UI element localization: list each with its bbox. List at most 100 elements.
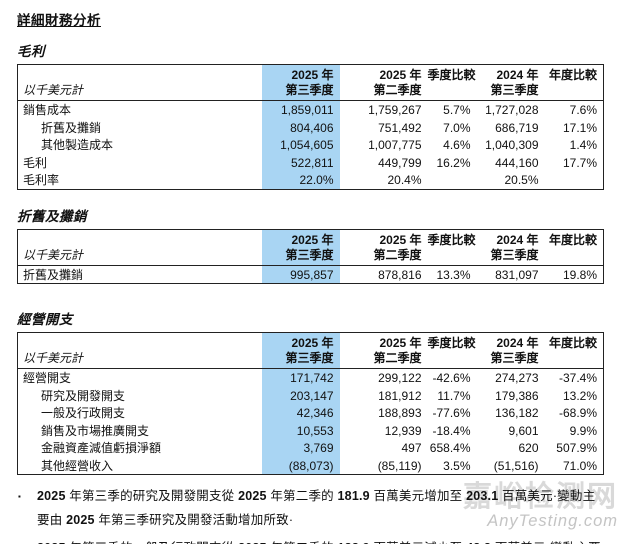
cell-value: 658.4% bbox=[429, 441, 471, 455]
row-label: 其他經營收入 bbox=[41, 458, 114, 473]
operating-expenses-table: 以千美元計 2025 年第三季度 2025 年第二季度 季度比較 2024 年第… bbox=[17, 332, 604, 475]
row-label: 金融資產減值虧損淨額 bbox=[41, 441, 162, 455]
cell-value: 1,759,267 bbox=[368, 103, 422, 117]
table-row: 金融資產減值虧損淨額 3,769 497 658.4% 620 507.9% bbox=[18, 439, 604, 457]
row-label: 銷售成本 bbox=[23, 103, 72, 117]
cell-value: 878,816 bbox=[378, 267, 422, 282]
col-header-2025-q3: 2025 年第三季度 bbox=[261, 229, 340, 266]
section-operating-expenses: 經營開支 以千美元計 2025 年第三季度 2025 年第二季度 季度比較 20… bbox=[17, 308, 604, 475]
cell-value: 20.5% bbox=[504, 173, 539, 187]
table-row: 一般及行政開支 42,346 188,893 -77.6% 136,182 -68.9% bbox=[18, 404, 604, 422]
cell-value: 522,811 bbox=[291, 155, 334, 170]
section-heading-gross-profit: 毛利 bbox=[17, 44, 45, 59]
cell-value: 3,769 bbox=[303, 441, 334, 455]
col-header-2024-q3: 2024 年第三季度 bbox=[476, 229, 545, 266]
cell-value: -68.9% bbox=[558, 406, 597, 420]
table-header-row: 以千美元計 2025 年第三季度 2025 年第二季度 季度比較 2024 年第… bbox=[17, 64, 604, 101]
cell-value: 1,054,605 bbox=[280, 138, 334, 152]
table-row: 經營開支 171,742 299,122 -42.6% 274,273 -37.4% bbox=[18, 369, 604, 387]
col-header-yoy: 年度比較 bbox=[544, 64, 604, 101]
table-row: 其他經營收入 (88,073) (85,119) 3.5% (51,516) 71.0% bbox=[18, 457, 604, 475]
cell-value: 449,799 bbox=[378, 155, 422, 170]
row-label: 折舊及攤銷 bbox=[41, 120, 102, 135]
row-label: 毛利 bbox=[23, 155, 48, 170]
cell-value: 12,939 bbox=[384, 423, 422, 438]
table-row: 毛利率 22.0% 20.4% 20.5% bbox=[18, 171, 604, 189]
row-label: 毛利率 bbox=[23, 173, 60, 187]
cell-value: 4.6% bbox=[443, 138, 471, 152]
bullet-item: ▪ 2025 年第三季的研究及開發開支從 2025 年第二季的 181.9 百萬美… bbox=[18, 484, 603, 532]
cell-value: 17.7% bbox=[562, 155, 597, 170]
table-row: 銷售成本 1,859,011 1,759,267 5.7% 1,727,028 7.6% bbox=[18, 101, 604, 119]
table-row: 折舊及攤銷 804,406 751,492 7.0% 686,719 17.1% bbox=[18, 119, 604, 137]
cell-value: 181,912 bbox=[378, 388, 422, 403]
cell-value: 751,492 bbox=[378, 120, 422, 135]
section-depreciation-amortization: 折舊及攤銷 以千美元計 2025 年第三季度 2025 年第二季度 季度比較 2… bbox=[17, 205, 604, 284]
cell-value: 444,160 bbox=[495, 155, 539, 170]
commentary-bullets: ▪ 2025 年第三季的研究及開發開支從 2025 年第二季的 181.9 百萬美… bbox=[17, 484, 603, 544]
col-header-2025-q2: 2025 年第二季度 bbox=[339, 332, 428, 369]
cell-value: 7.6% bbox=[569, 103, 597, 117]
cell-value bbox=[545, 171, 604, 189]
cell-value: 42,346 bbox=[296, 406, 334, 420]
unit-label: 以千美元計 bbox=[17, 229, 262, 266]
col-header-qoq: 季度比較 bbox=[427, 229, 477, 266]
section-heading-depreciation: 折舊及攤銷 bbox=[17, 208, 87, 224]
cell-value: -37.4% bbox=[558, 371, 597, 385]
table-row: 毛利 522,811 449,799 16.2% 444,160 17.7% bbox=[18, 154, 604, 172]
cell-value: 13.2% bbox=[562, 388, 597, 403]
unit-label: 以千美元計 bbox=[17, 332, 262, 369]
cell-value: 497 bbox=[401, 441, 422, 455]
cell-value: 5.7% bbox=[443, 103, 471, 117]
cell-value: 136,182 bbox=[495, 406, 539, 420]
table-row: 研究及開發開支 203,147 181,912 11.7% 179,386 13.2% bbox=[18, 387, 604, 405]
col-header-2025-q3: 2025 年第三季度 bbox=[261, 64, 340, 101]
cell-value: 19.8% bbox=[562, 267, 597, 282]
cell-value: 22.0% bbox=[299, 173, 334, 187]
bullet-text: 2025 年第三季的研究及開發開支從 2025 年第二季的 181.9 百萬美元… bbox=[37, 489, 596, 527]
cell-value: 1.4% bbox=[569, 138, 597, 152]
cell-value: 10,553 bbox=[296, 423, 334, 438]
table-header-row: 以千美元計 2025 年第三季度 2025 年第二季度 季度比較 2024 年第… bbox=[17, 332, 604, 369]
table-row: 銷售及市場推廣開支 10,553 12,939 -18.4% 9,601 9.9% bbox=[18, 422, 604, 440]
col-header-2025-q2: 2025 年第二季度 bbox=[339, 64, 428, 101]
table-header-row: 以千美元計 2025 年第三季度 2025 年第二季度 季度比較 2024 年第… bbox=[17, 229, 604, 266]
cell-value: 3.5% bbox=[443, 458, 471, 473]
cell-value: (88,073) bbox=[288, 458, 334, 473]
cell-value: 17.1% bbox=[562, 120, 597, 135]
col-header-qoq: 季度比較 bbox=[427, 332, 477, 369]
row-label: 研究及開發開支 bbox=[41, 388, 126, 403]
cell-value: -77.6% bbox=[432, 406, 471, 420]
gross-profit-table: 以千美元計 2025 年第三季度 2025 年第二季度 季度比較 2024 年第… bbox=[17, 64, 604, 190]
row-label: 經營開支 bbox=[23, 371, 72, 385]
row-label: 銷售及市場推廣開支 bbox=[41, 423, 150, 438]
cell-value: 804,406 bbox=[290, 120, 334, 135]
cell-value: 299,122 bbox=[378, 371, 422, 385]
table-row: 其他製造成本 1,054,605 1,007,775 4.6% 1,040,309 1.4… bbox=[18, 136, 604, 154]
section-heading-operating-expenses: 經營開支 bbox=[17, 312, 73, 327]
cell-value: 71.0% bbox=[562, 458, 597, 473]
cell-value: 620 bbox=[518, 441, 539, 455]
cell-value: 13.3% bbox=[436, 267, 471, 282]
cell-value: 16.2% bbox=[436, 155, 471, 170]
col-header-2025-q2: 2025 年第二季度 bbox=[339, 229, 428, 266]
col-header-yoy: 年度比較 bbox=[544, 229, 604, 266]
cell-value: (51,516) bbox=[493, 458, 539, 473]
cell-value: -42.6% bbox=[432, 371, 471, 385]
cell-value: 686,719 bbox=[495, 120, 539, 135]
cell-value: 203,147 bbox=[290, 388, 334, 403]
bullet-marker-icon: ▪ bbox=[18, 492, 21, 501]
col-header-2024-q3: 2024 年第三季度 bbox=[476, 332, 545, 369]
col-header-2024-q3: 2024 年第三季度 bbox=[476, 64, 545, 101]
table-row: 折舊及攤銷 995,857 878,816 13.3% 831,097 19.8% bbox=[18, 265, 604, 284]
cell-value: 831,097 bbox=[495, 267, 539, 282]
cell-value: 1,040,309 bbox=[485, 138, 539, 152]
cell-value: 1,007,775 bbox=[368, 138, 422, 152]
section-gross-profit: 毛利 以千美元計 2025 年第三季度 2025 年第二季度 季度比較 2024… bbox=[17, 40, 604, 190]
cell-value: 11.7% bbox=[437, 388, 471, 403]
cell-value: 171,742 bbox=[290, 371, 334, 385]
cell-value: 274,273 bbox=[495, 371, 539, 385]
cell-value: 1,727,028 bbox=[485, 103, 539, 117]
page-title: 詳細財務分析 bbox=[17, 13, 101, 28]
